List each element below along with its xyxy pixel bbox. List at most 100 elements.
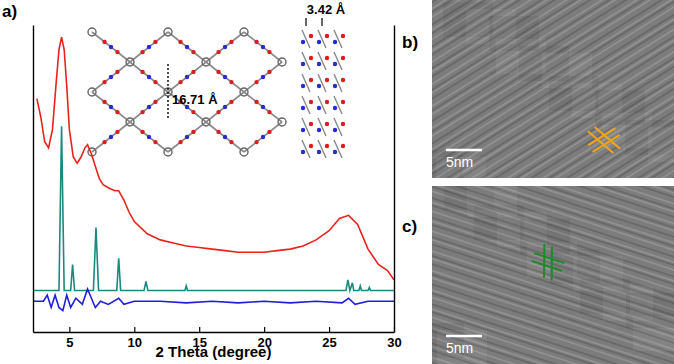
atom [191,50,195,54]
lattice-marker [582,118,626,162]
atom [140,50,144,54]
tem-image [432,0,674,178]
atom [333,84,337,88]
contrast-patch [467,186,517,217]
node-ring [88,88,96,96]
atom [153,40,157,44]
layer-bond [302,96,310,114]
spacing-mark [305,18,306,26]
contrast-patch [573,256,623,291]
data-line [33,126,394,290]
marker-line [534,253,564,263]
node-ring [164,28,172,36]
atom [229,100,233,104]
x-tick-mark [69,327,70,332]
atom [191,70,195,74]
marker-line [595,122,620,154]
atom [223,45,227,49]
annotation: 16.71 Å [172,92,218,107]
layer-bond [318,30,326,48]
atom [147,75,151,79]
x-axis-title: 2 Theta (degree) [156,343,272,360]
layer-bond [302,118,310,136]
atom [229,140,233,144]
atom [317,106,321,110]
atom [140,70,144,74]
layer-bond [318,96,326,114]
atom [261,45,265,49]
atom [115,70,119,74]
atom [341,122,345,126]
bond [130,62,168,92]
fringe [457,118,674,178]
tem-image [432,186,674,364]
bond [92,62,130,92]
atom [325,56,329,60]
fringe [432,0,667,89]
atom [333,150,337,154]
atom [254,140,258,144]
fringe [432,53,674,178]
bond [168,122,206,152]
x-tick: 25 [322,327,336,350]
atom [267,110,271,114]
atom [140,130,144,134]
data-line [37,37,394,280]
atom [261,105,265,109]
atom [309,100,313,104]
atom [216,50,220,54]
y-axis [33,26,34,333]
fringe [432,197,674,333]
contrast-patch [595,90,645,125]
node-ring [126,118,134,126]
layer-bond [318,118,326,136]
atom [341,78,345,82]
fringe [432,273,674,364]
contrast-patch [626,293,674,328]
bond [92,92,130,122]
atom [325,144,329,148]
layer-bond [334,52,342,70]
atom [147,135,151,139]
scale-bar [446,335,482,338]
x-tick-label: 30 [387,335,401,350]
atom [102,140,106,144]
atom [317,62,321,66]
pore-distance [167,64,168,120]
x-tick-mark [199,327,200,332]
atom [341,100,345,104]
atom [333,106,337,110]
node-ring [278,58,286,66]
node-ring [278,118,286,126]
atom [317,84,321,88]
atom [309,144,313,148]
fringe [432,7,674,178]
fringe [432,211,674,347]
layer-bond [334,74,342,92]
contrast-patch [648,127,674,162]
atom [102,80,106,84]
atom [341,34,345,38]
bond [130,122,168,152]
atom [267,50,271,54]
bond [168,32,206,62]
atom [325,78,329,82]
atom [223,135,227,139]
atom [309,122,313,126]
x-axis-line [34,332,395,333]
atom [216,130,220,134]
fringe [432,5,674,178]
fringe [432,293,674,364]
node-ring [88,28,96,36]
atom [109,105,113,109]
atom [178,140,182,144]
right-frame [394,26,395,333]
atom [147,45,151,49]
layer-bond [318,140,326,158]
atom [317,128,321,132]
fringe [432,75,674,178]
marker-line [532,261,562,271]
node-ring [240,88,248,96]
fringe [432,43,674,178]
atom [115,50,119,54]
